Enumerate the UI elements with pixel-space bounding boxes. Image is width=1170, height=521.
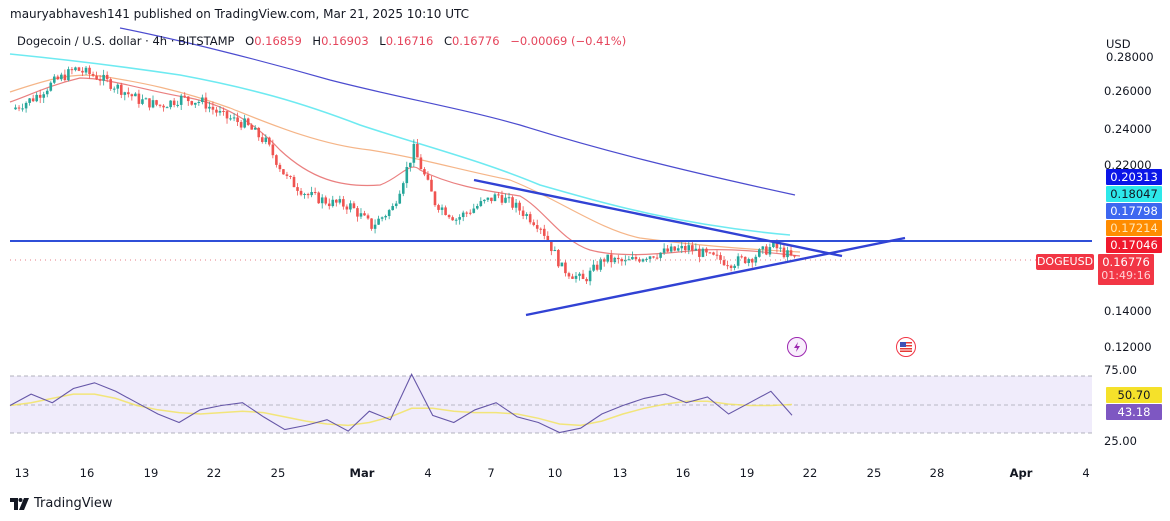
currency-label[interactable]: USD — [1106, 37, 1131, 51]
ascending-trendline[interactable] — [525, 236, 906, 317]
high-label: H — [312, 34, 322, 48]
price-tick-partial: 0.28000 — [1106, 50, 1154, 64]
time-tick: 4 — [1082, 466, 1089, 480]
ema20-line — [9, 77, 801, 257]
time-tick: 13 — [613, 466, 628, 480]
open-value: 0.16859 — [254, 34, 302, 48]
time-tick: 4 — [424, 466, 431, 480]
candlestick-series — [14, 65, 796, 286]
time-axis[interactable]: 13 16 19 22 25 Mar 4 7 10 13 16 19 22 25 28 Apr 4 — [15, 466, 1090, 480]
publisher-line: mauryabhavesh141 published on TradingVie… — [10, 7, 469, 21]
rsi-band-background — [10, 376, 1092, 433]
time-tick: Apr — [1010, 466, 1033, 480]
time-tick: 16 — [676, 466, 691, 480]
rsi-axis[interactable]: 75.00 25.00 — [1104, 363, 1137, 448]
time-tick: 22 — [207, 466, 222, 480]
price-level-tag: 0.20313 — [1106, 169, 1162, 185]
symbol-description: Dogecoin / U.S. dollar · 4h · BITSTAMP — [17, 34, 235, 48]
price-tick: 0.22000 — [1104, 158, 1152, 172]
ema100-line — [9, 53, 791, 236]
price-level-tag: 0.17798 — [1106, 203, 1162, 219]
ema200-line — [119, 27, 796, 196]
symbol-tag: DOGEUSD — [1036, 254, 1094, 270]
time-tick: 13 — [15, 466, 30, 480]
last-price-value: 0.16776 — [1102, 255, 1150, 269]
time-tick: 19 — [144, 466, 159, 480]
us-flag-event-icon[interactable] — [896, 337, 916, 357]
rsi-tick: 25.00 — [1104, 434, 1137, 448]
symbol-legend[interactable]: Dogecoin / U.S. dollar · 4h · BITSTAMP O… — [17, 34, 626, 48]
price-level-tag: 0.18047 — [1106, 186, 1162, 202]
time-tick: 7 — [487, 466, 494, 480]
time-tick: 22 — [803, 466, 818, 480]
close-value: 0.16776 — [451, 34, 500, 48]
low-value: 0.16716 — [385, 34, 434, 48]
time-tick: 16 — [80, 466, 95, 480]
time-tick: 25 — [867, 466, 882, 480]
price-axis[interactable]: 0.26000 0.24000 0.22000 0.14000 0.12000 … — [1104, 50, 1154, 354]
ema50-line — [9, 74, 801, 253]
price-tick: 0.24000 — [1104, 122, 1152, 136]
crypto-event-icon[interactable] — [787, 337, 807, 357]
rsi-tick: 75.00 — [1104, 363, 1137, 377]
price-level-tag: 0.17046 — [1106, 237, 1162, 253]
last-price-tag: 0.16776 01:49:16 — [1098, 254, 1154, 285]
bar-countdown: 01:49:16 — [1101, 269, 1151, 282]
rsi-ma-line — [9, 393, 793, 427]
tradingview-branding[interactable]: TradingView — [10, 496, 113, 511]
change-value: −0.00069 (−0.41%) — [510, 34, 627, 48]
rsi-ma-value-tag: 43.18 — [1106, 404, 1162, 420]
price-tick: 0.26000 — [1104, 84, 1152, 98]
rsi-line — [9, 373, 793, 434]
time-tick: Mar — [350, 466, 375, 480]
tradingview-logo-icon — [10, 497, 29, 510]
descending-trendline[interactable] — [473, 178, 843, 258]
low-label: L — [379, 34, 386, 48]
time-tick: 10 — [548, 466, 563, 480]
close-label: C — [443, 34, 452, 48]
price-tick: 0.14000 — [1104, 304, 1152, 318]
price-tick: 0.12000 — [1104, 340, 1152, 354]
time-tick: 25 — [271, 466, 286, 480]
rsi-value-tag: 50.70 — [1106, 387, 1162, 403]
open-label: O — [245, 34, 255, 48]
high-value: 0.16903 — [321, 34, 369, 48]
time-tick: 19 — [740, 466, 755, 480]
price-level-tag: 0.17214 — [1106, 220, 1162, 236]
time-tick: 28 — [930, 466, 945, 480]
tradingview-logo-text: TradingView — [34, 496, 113, 511]
